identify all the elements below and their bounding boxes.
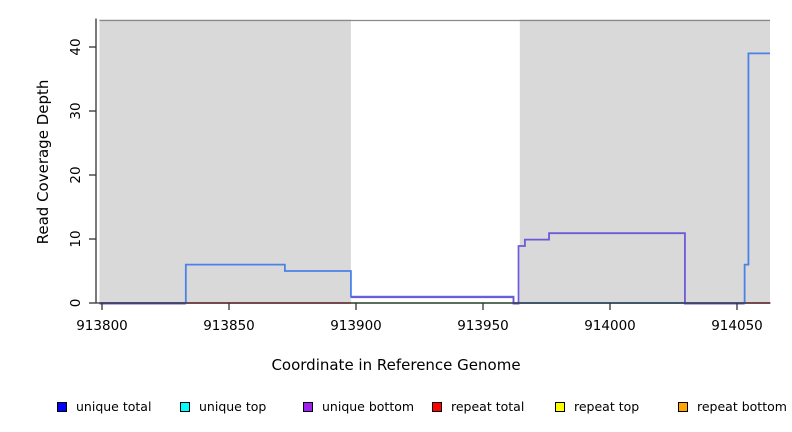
y-tick-labels: 0 10 20 30 40 — [68, 38, 84, 307]
x-tick-label: 913950 — [457, 318, 509, 334]
legend-label: repeat total — [451, 399, 525, 414]
y-tick-label: 40 — [68, 38, 84, 55]
legend-swatch-icon — [180, 402, 190, 412]
y-tick-label: 20 — [68, 166, 84, 183]
axes — [89, 18, 771, 310]
repeat-region-rect — [99, 19, 351, 303]
repeat-shaded-regions — [99, 19, 771, 303]
legend-swatch-icon — [303, 402, 313, 412]
x-tick-label: 913900 — [330, 318, 382, 334]
legend-swatch-icon — [432, 402, 442, 412]
x-tick-label: 914050 — [711, 318, 763, 334]
legend-label: unique total — [76, 399, 152, 414]
y-tick-label: 0 — [68, 299, 84, 308]
legend-label: repeat top — [574, 399, 640, 414]
legend-swatch-icon — [555, 402, 565, 412]
x-tick-label: 913850 — [203, 318, 255, 334]
legend-label: unique bottom — [322, 399, 415, 414]
y-axis-title: Read Coverage Depth — [34, 79, 52, 245]
y-tick-label: 10 — [68, 230, 84, 247]
legend-item-repeat-top: repeat top — [555, 399, 639, 415]
legend-swatch-icon — [678, 402, 688, 412]
legend-label: repeat bottom — [697, 399, 787, 414]
legend: unique total unique top unique bottom repea… — [0, 399, 792, 417]
legend-label: unique top — [199, 399, 267, 414]
legend-item-unique-top: unique top — [180, 399, 266, 415]
x-axis-title: Coordinate in Reference Genome — [271, 356, 521, 374]
repeat-region-rect — [519, 19, 771, 303]
legend-item-repeat-total: repeat total — [432, 399, 524, 415]
y-tick-label: 30 — [68, 102, 84, 119]
legend-item-repeat-bottom: repeat bottom — [678, 399, 787, 415]
x-tick-label: 914000 — [584, 318, 636, 334]
legend-item-unique-total: unique total — [57, 399, 151, 415]
legend-swatch-icon — [57, 402, 67, 412]
x-tick-labels: 913800 913850 913900 913950 914000 914050 — [76, 318, 763, 334]
legend-item-unique-bottom: unique bottom — [303, 399, 414, 415]
x-tick-label: 913800 — [76, 318, 128, 334]
